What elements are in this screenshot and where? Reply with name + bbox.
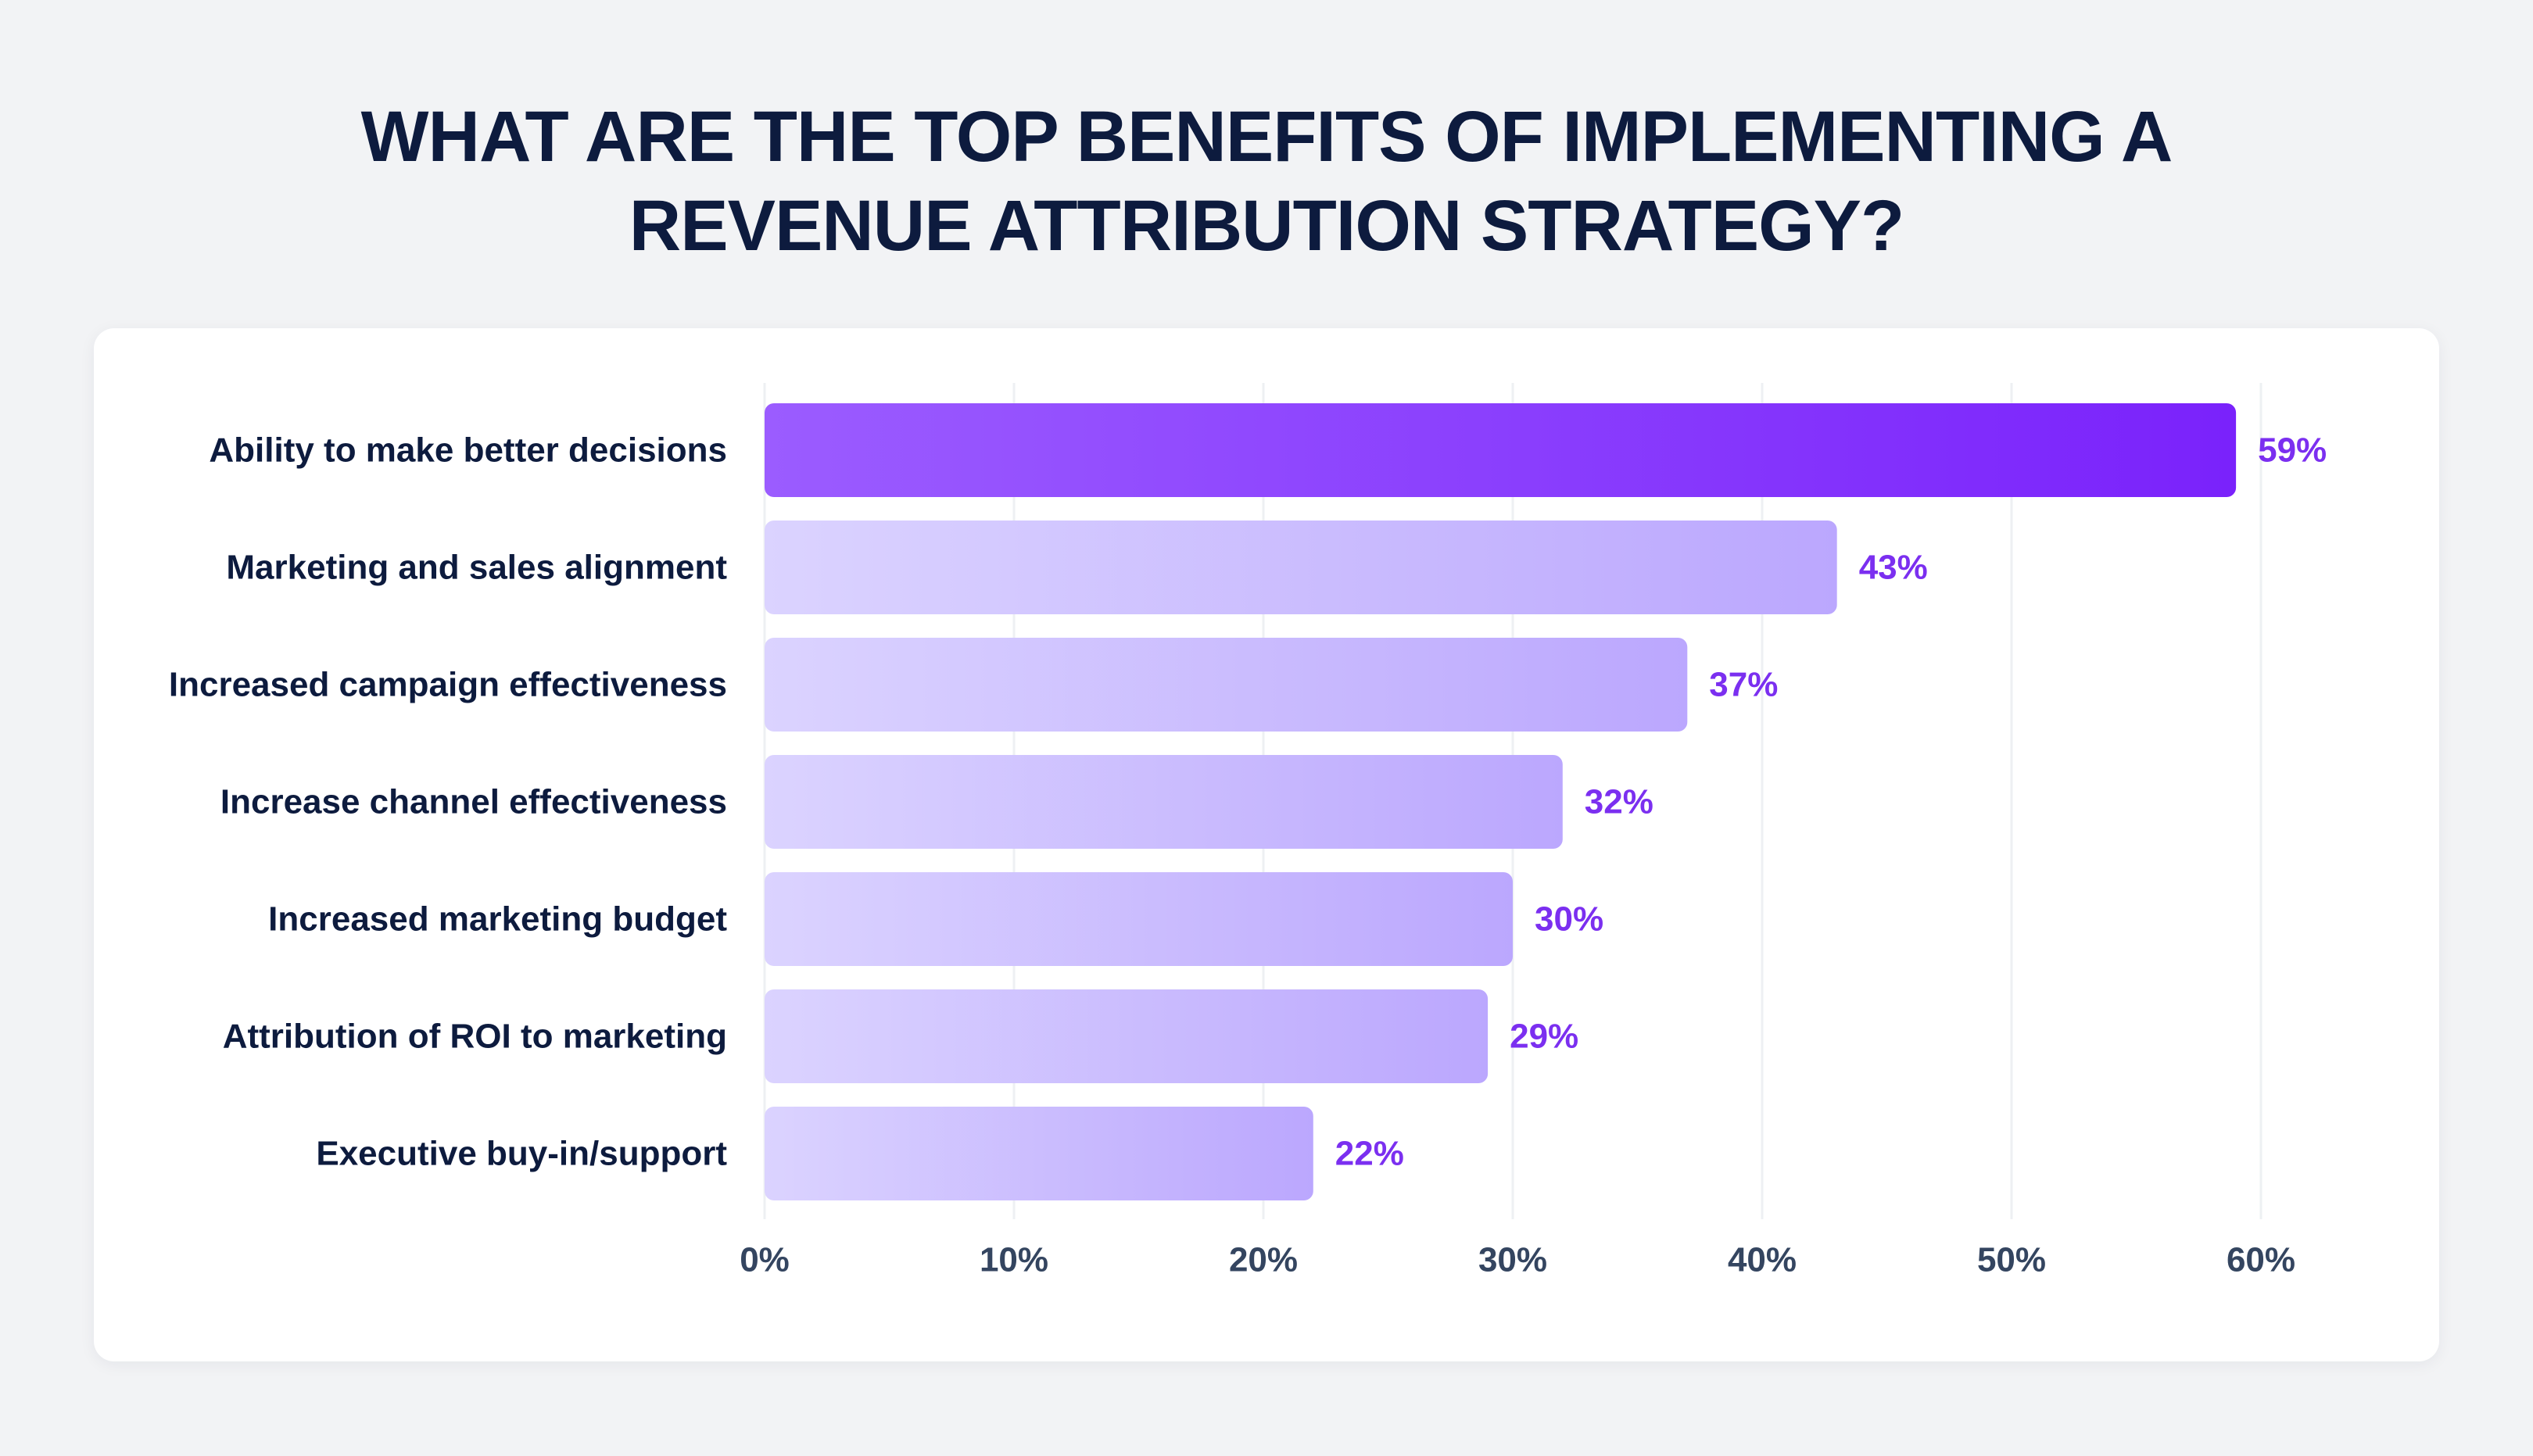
category-labels: Ability to make better decisions Marketin… — [169, 431, 727, 1173]
bar-5 — [765, 872, 1513, 966]
category-label-5: Increased marketing budget — [268, 900, 727, 939]
bar-3 — [765, 638, 1688, 732]
bar-chart: Ability to make better decisions Marketin… — [169, 383, 2327, 1279]
x-axis-tick-labels: 0% 10% 20% 30% 40% 50% 60% — [740, 1241, 2295, 1279]
bar-4 — [765, 755, 1563, 849]
bars — [765, 403, 2237, 1200]
value-label-6: 29% — [1510, 1018, 1578, 1056]
value-labels: 59% 43% 37% 32% 30% 29% 22% — [1335, 431, 2327, 1173]
value-label-3: 37% — [1709, 666, 1778, 704]
x-tick-label-60: 60% — [2227, 1241, 2295, 1279]
bar-6 — [765, 989, 1489, 1083]
bar-1 — [765, 403, 2237, 497]
category-label-2: Marketing and sales alignment — [226, 549, 727, 587]
bar-2 — [765, 521, 1837, 614]
value-label-4: 32% — [1585, 783, 1653, 821]
x-tick-label-0: 0% — [740, 1241, 790, 1279]
chart-title-line-2: REVENUE ATTRIBUTION STRATEGY? — [629, 186, 1904, 266]
chart-title: WHAT ARE THE TOP BENEFITS OF IMPLEMENTIN… — [0, 92, 2533, 270]
chart-title-line-1: WHAT ARE THE TOP BENEFITS OF IMPLEMENTIN… — [360, 97, 2173, 177]
x-tick-label-30: 30% — [1478, 1241, 1547, 1279]
category-label-6: Attribution of ROI to marketing — [223, 1018, 727, 1056]
category-label-7: Executive buy-in/support — [316, 1135, 727, 1173]
category-label-1: Ability to make better decisions — [209, 431, 727, 470]
value-label-2: 43% — [1859, 549, 1928, 587]
x-tick-label-10: 10% — [980, 1241, 1048, 1279]
chart-card: Ability to make better decisions Marketin… — [94, 328, 2439, 1361]
x-tick-label-20: 20% — [1229, 1241, 1298, 1279]
x-tick-label-50: 50% — [1977, 1241, 2046, 1279]
category-label-4: Increase channel effectiveness — [220, 783, 727, 821]
value-label-5: 30% — [1535, 900, 1603, 939]
category-label-3: Increased campaign effectiveness — [169, 666, 727, 704]
value-label-1: 59% — [2258, 431, 2327, 470]
x-tick-label-40: 40% — [1728, 1241, 1797, 1279]
value-label-7: 22% — [1335, 1135, 1404, 1173]
bar-7 — [765, 1107, 1313, 1200]
